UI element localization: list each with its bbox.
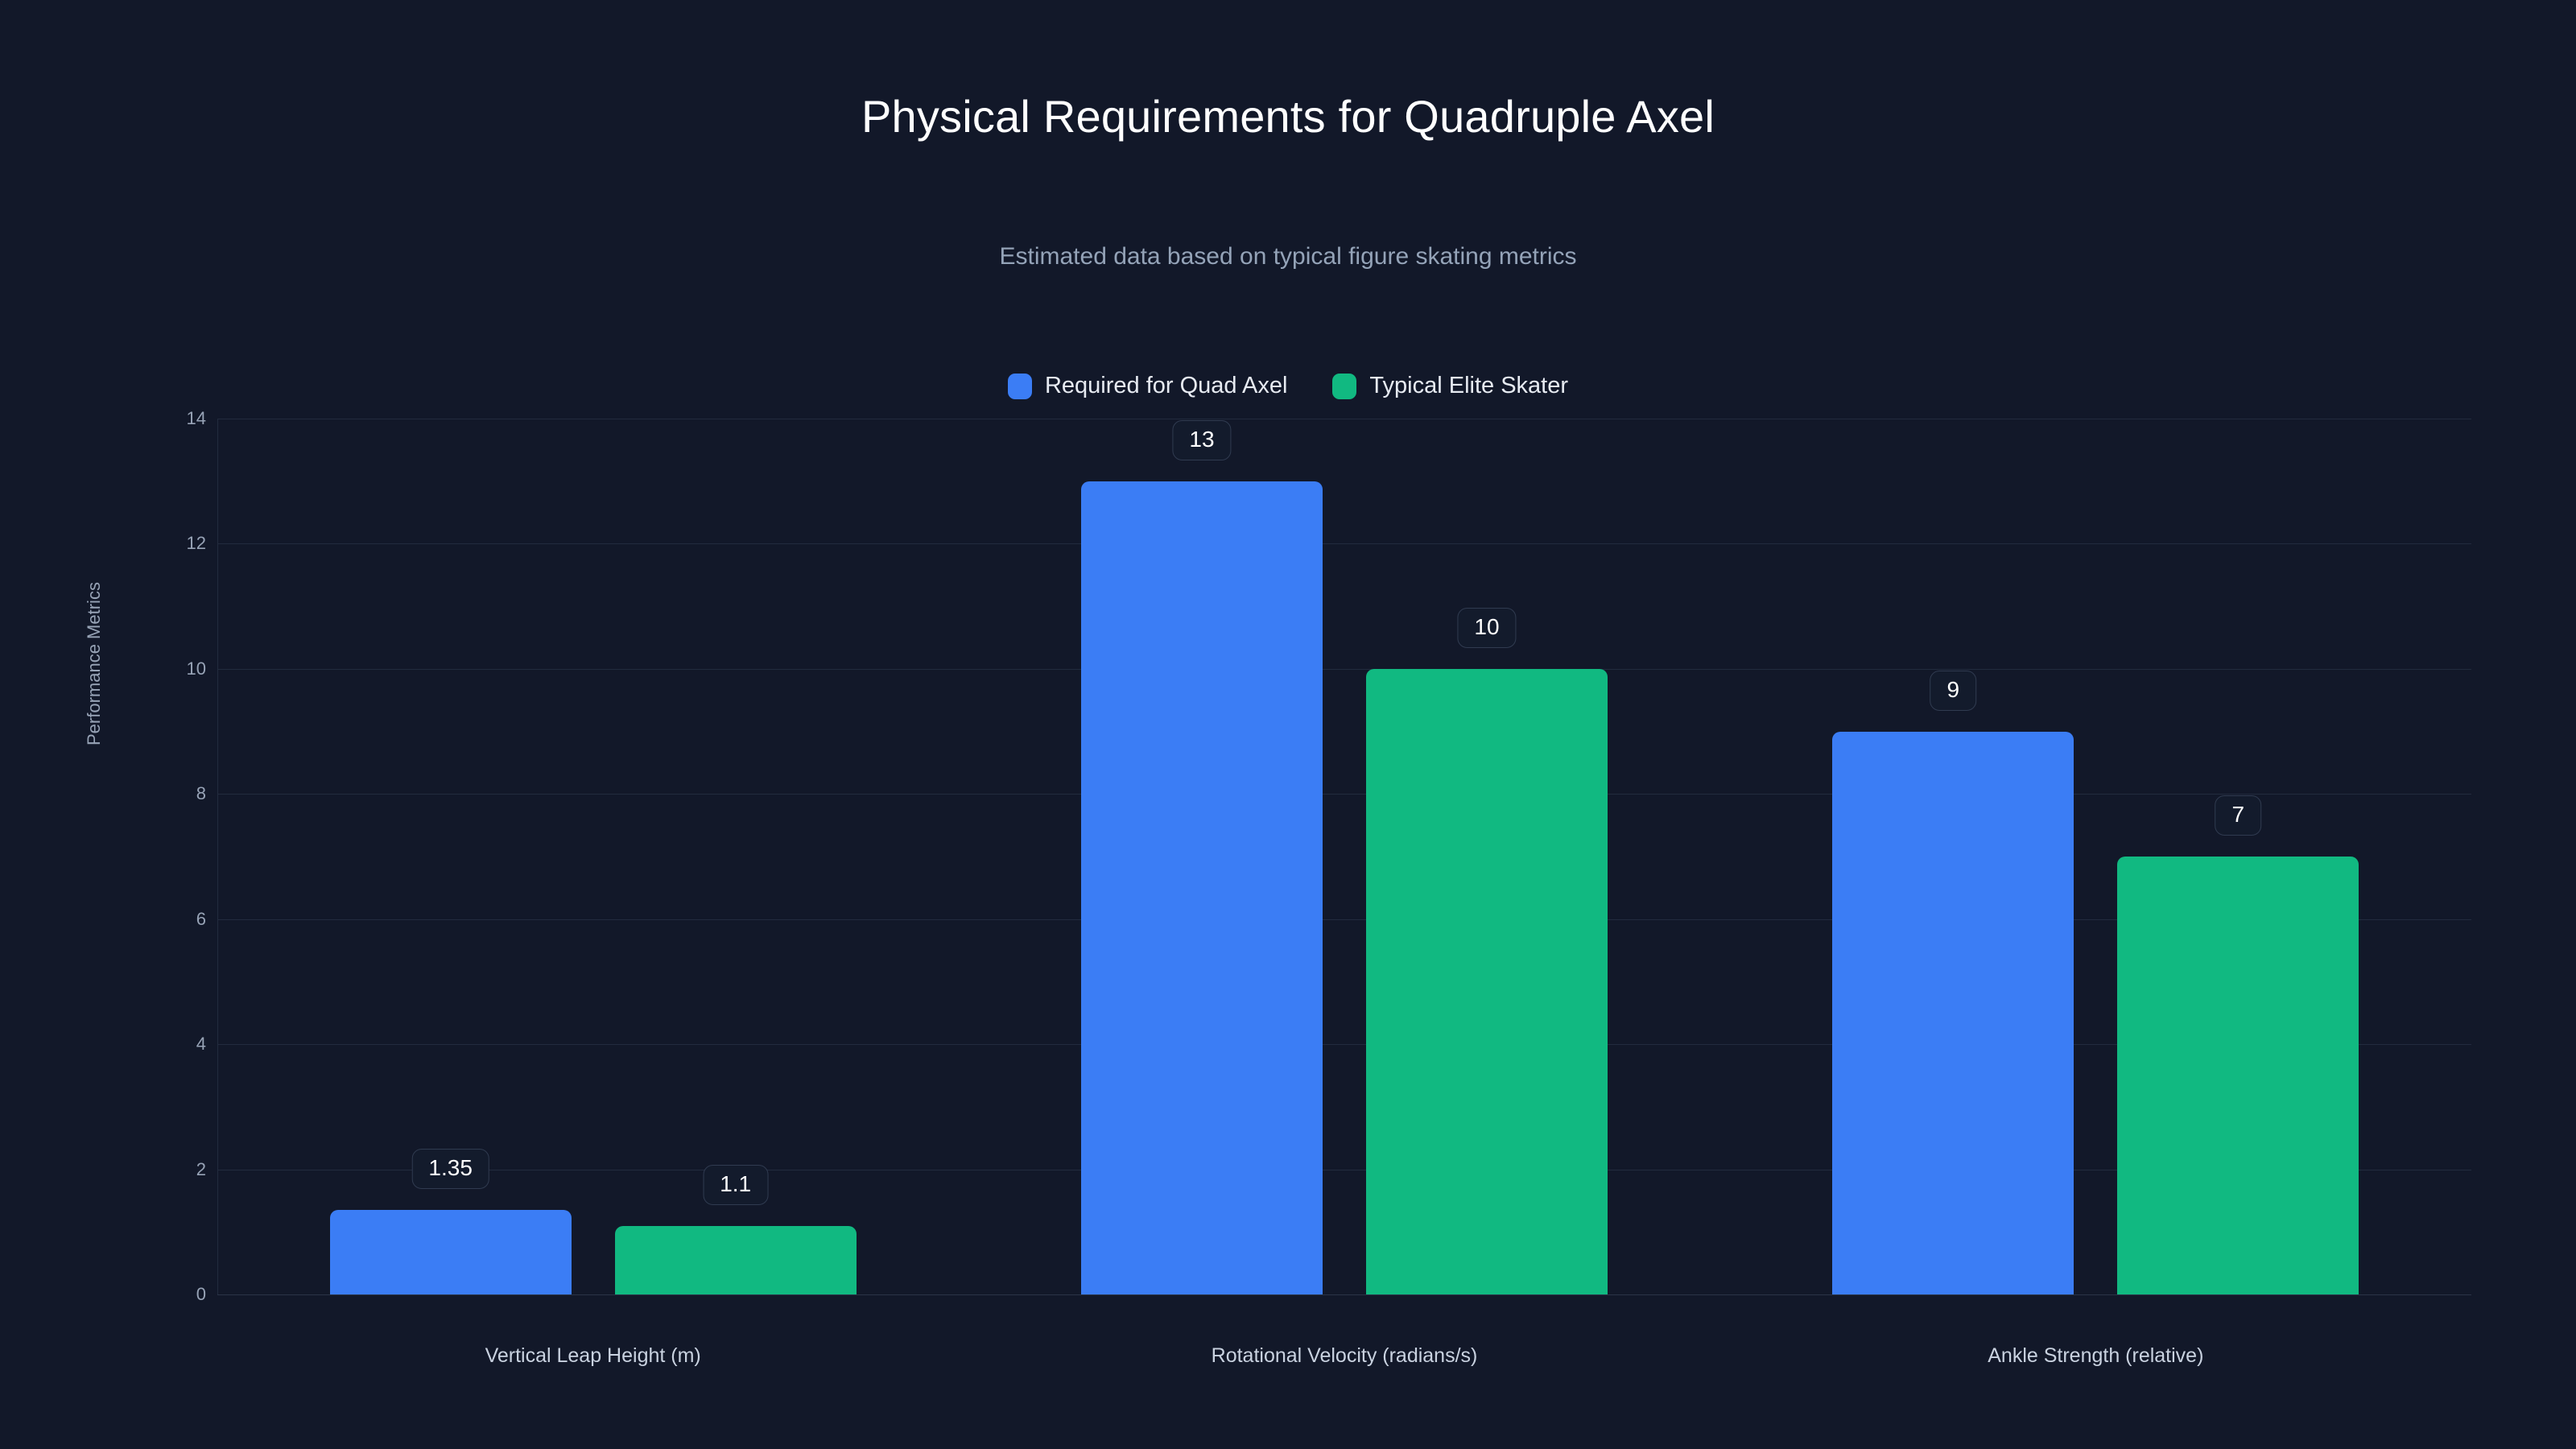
bar-value-label: 10 xyxy=(1457,607,1517,648)
x-axis-category-label: Rotational Velocity (radians/s) xyxy=(1211,1344,1478,1367)
bar-0-0[interactable] xyxy=(329,1210,572,1294)
gridline xyxy=(217,1044,2471,1046)
y-axis-tick-label: 8 xyxy=(196,783,206,804)
chart-legend: Required for Quad Axel Typical Elite Skat… xyxy=(0,373,2576,399)
gridline xyxy=(217,794,2471,795)
y-axis-tick-label: 10 xyxy=(186,658,206,679)
legend-item-0[interactable]: Required for Quad Axel xyxy=(1007,373,1288,399)
y-axis-tick-label: 12 xyxy=(186,533,206,554)
y-axis-tick-label: 4 xyxy=(196,1034,206,1055)
y-axis-tick-label: 14 xyxy=(186,408,206,428)
gridline xyxy=(217,543,2471,545)
legend-item-1[interactable]: Typical Elite Skater xyxy=(1332,373,1568,399)
legend-label: Typical Elite Skater xyxy=(1369,373,1569,398)
bar-1-0[interactable] xyxy=(614,1225,857,1294)
bar-0-1[interactable] xyxy=(1081,481,1323,1294)
gridline xyxy=(217,668,2471,670)
bar-value-label: 9 xyxy=(1930,670,1977,711)
x-axis-category-label: Vertical Leap Height (m) xyxy=(485,1344,701,1367)
legend-swatch-icon xyxy=(1007,373,1032,399)
y-axis-title: Performance Metrics xyxy=(84,582,104,745)
y-axis-tick-label: 2 xyxy=(196,1158,206,1179)
bar-1-1[interactable] xyxy=(1366,668,1608,1294)
bar-value-label: 13 xyxy=(1172,419,1232,460)
chart-subtitle: Estimated data based on typical figure s… xyxy=(999,243,1577,270)
bar-1-2[interactable] xyxy=(2117,857,2359,1294)
legend-label: Required for Quad Axel xyxy=(1044,373,1288,398)
bar-value-label: 7 xyxy=(2215,795,2262,836)
x-axis-category-label: Ankle Strength (relative) xyxy=(1988,1344,2204,1367)
chart-title: Physical Requirements for Quadruple Axel xyxy=(861,91,1715,142)
y-axis-tick-label: 6 xyxy=(196,908,206,929)
bar-0-2[interactable] xyxy=(1832,731,2074,1294)
y-axis-tick-label: 0 xyxy=(196,1284,206,1304)
gridline xyxy=(217,1294,2471,1295)
gridline xyxy=(217,919,2471,920)
bar-value-label: 1.1 xyxy=(703,1164,769,1205)
plot-area: 0 2 4 6 8 10 12 14 1.35 1.1 Vertical Leap Height (… xyxy=(187,408,2471,1367)
bar-value-label: 1.35 xyxy=(411,1149,489,1190)
legend-swatch-icon xyxy=(1332,373,1357,399)
y-axis-line xyxy=(217,419,218,1294)
